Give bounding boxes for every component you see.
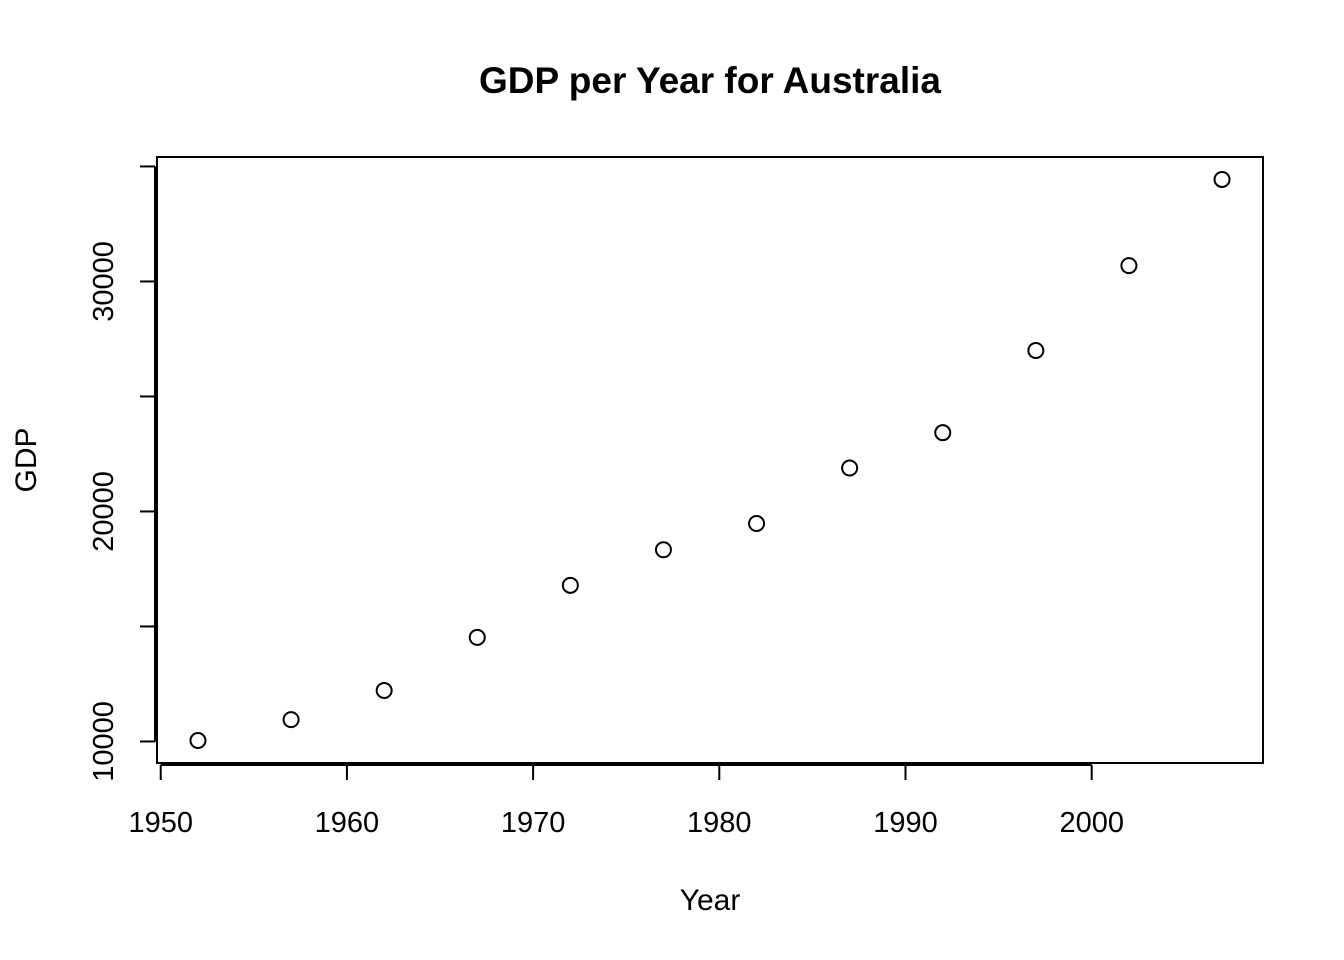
x-tick-label: 1960 bbox=[315, 807, 380, 839]
plot-area-border bbox=[156, 156, 1264, 764]
data-point bbox=[468, 628, 486, 646]
data-points bbox=[189, 170, 1231, 750]
data-point bbox=[189, 732, 207, 750]
y-tick-label: 10000 bbox=[88, 701, 120, 782]
x-axis: 1950 1960 1970 1980 1990 2000 bbox=[128, 764, 1124, 839]
chart-title: GDP per Year for Australia bbox=[479, 60, 941, 101]
y-axis: 10000 20000 30000 bbox=[88, 165, 156, 782]
x-tick-label: 1980 bbox=[687, 807, 752, 839]
y-tick-label: 20000 bbox=[88, 471, 120, 552]
data-point bbox=[561, 576, 579, 594]
data-point bbox=[282, 711, 300, 729]
data-point bbox=[1027, 342, 1045, 360]
x-tick-label: 1950 bbox=[128, 807, 193, 839]
data-point bbox=[934, 424, 952, 442]
x-tick-label: 2000 bbox=[1059, 807, 1124, 839]
data-point bbox=[654, 541, 672, 559]
data-point bbox=[1120, 257, 1138, 275]
x-tick-label: 1990 bbox=[873, 807, 938, 839]
data-point bbox=[375, 681, 393, 699]
data-point bbox=[748, 514, 766, 532]
data-point bbox=[841, 459, 859, 477]
y-axis-label: GDP bbox=[10, 427, 43, 492]
x-axis-label: Year bbox=[680, 884, 741, 917]
data-point bbox=[1213, 170, 1231, 188]
x-tick-label: 1970 bbox=[501, 807, 566, 839]
y-tick-label: 30000 bbox=[88, 241, 120, 322]
